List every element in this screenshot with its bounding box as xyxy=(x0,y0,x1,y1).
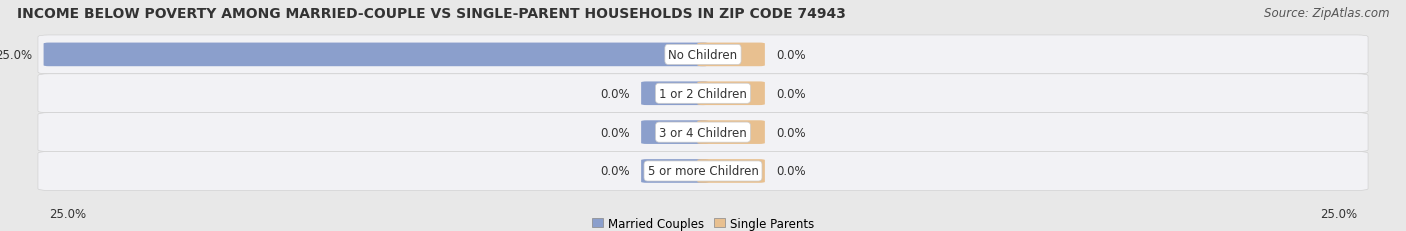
Text: 25.0%: 25.0% xyxy=(0,49,32,62)
Text: 25.0%: 25.0% xyxy=(49,207,86,220)
Text: INCOME BELOW POVERTY AMONG MARRIED-COUPLE VS SINGLE-PARENT HOUSEHOLDS IN ZIP COD: INCOME BELOW POVERTY AMONG MARRIED-COUPL… xyxy=(17,7,846,21)
FancyBboxPatch shape xyxy=(38,113,1368,152)
Text: Source: ZipAtlas.com: Source: ZipAtlas.com xyxy=(1264,7,1389,20)
Text: 0.0%: 0.0% xyxy=(776,126,806,139)
Text: 0.0%: 0.0% xyxy=(600,126,630,139)
FancyBboxPatch shape xyxy=(38,36,1368,74)
Text: 1 or 2 Children: 1 or 2 Children xyxy=(659,87,747,100)
FancyBboxPatch shape xyxy=(697,121,765,144)
Text: 0.0%: 0.0% xyxy=(776,165,806,178)
FancyBboxPatch shape xyxy=(641,82,709,106)
FancyBboxPatch shape xyxy=(44,43,709,67)
Text: 0.0%: 0.0% xyxy=(776,87,806,100)
Text: 3 or 4 Children: 3 or 4 Children xyxy=(659,126,747,139)
Text: 5 or more Children: 5 or more Children xyxy=(648,165,758,178)
FancyBboxPatch shape xyxy=(697,159,765,183)
FancyBboxPatch shape xyxy=(641,159,709,183)
FancyBboxPatch shape xyxy=(697,82,765,106)
Text: 25.0%: 25.0% xyxy=(1320,207,1357,220)
Text: No Children: No Children xyxy=(668,49,738,62)
Text: 0.0%: 0.0% xyxy=(600,87,630,100)
FancyBboxPatch shape xyxy=(641,121,709,144)
FancyBboxPatch shape xyxy=(38,74,1368,113)
FancyBboxPatch shape xyxy=(697,43,765,67)
FancyBboxPatch shape xyxy=(38,152,1368,191)
Text: 0.0%: 0.0% xyxy=(600,165,630,178)
Legend: Married Couples, Single Parents: Married Couples, Single Parents xyxy=(586,212,820,231)
Text: 0.0%: 0.0% xyxy=(776,49,806,62)
